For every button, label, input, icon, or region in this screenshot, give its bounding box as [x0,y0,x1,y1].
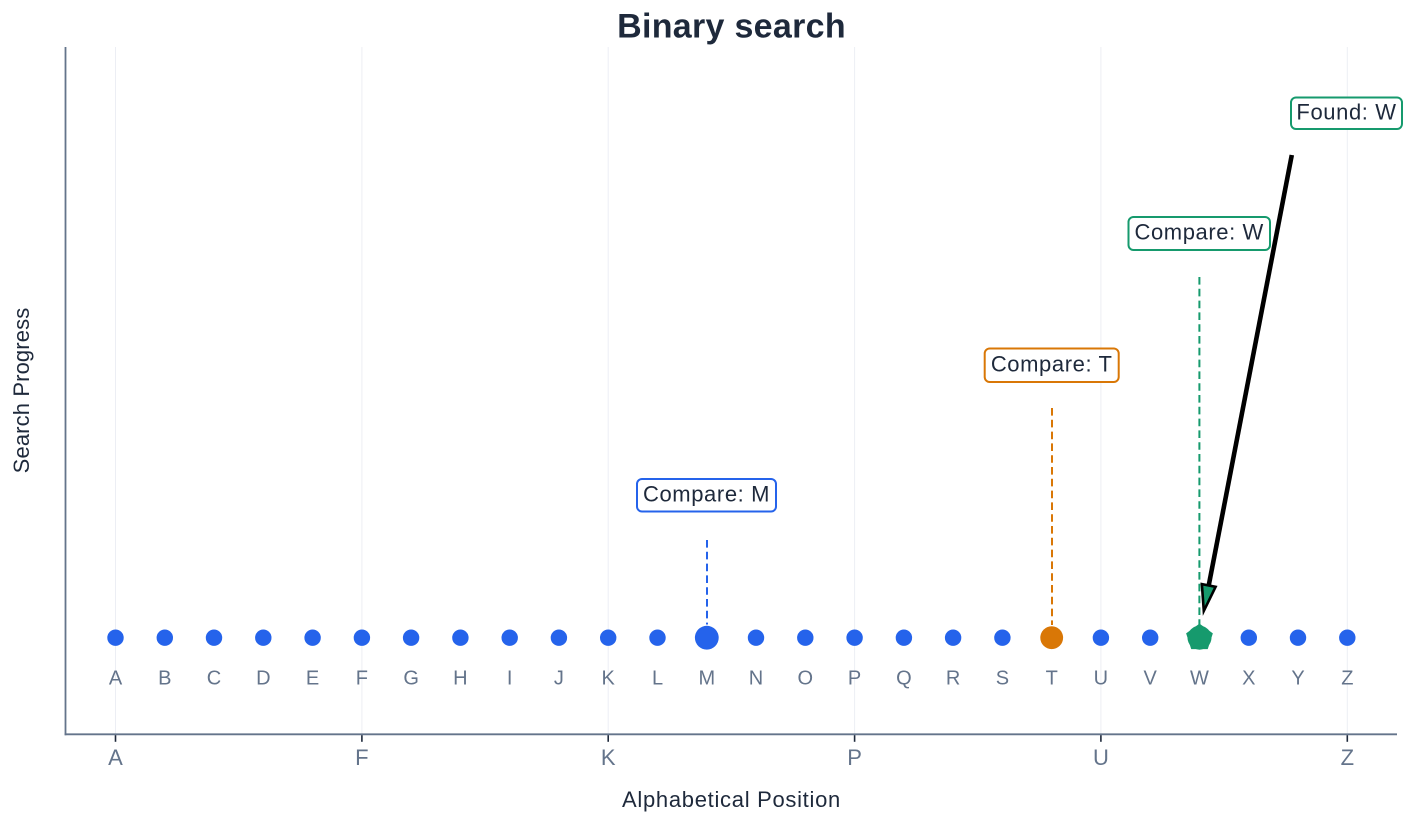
svg-text:Alphabetical Position: Alphabetical Position [622,787,841,812]
svg-text:A: A [109,668,123,690]
svg-text:Z: Z [1341,668,1353,690]
svg-text:H: H [453,668,467,690]
svg-text:F: F [356,668,368,690]
svg-text:C: C [207,668,221,690]
svg-text:Compare: T: Compare: T [991,351,1113,376]
svg-text:M: M [698,668,715,690]
svg-text:Found: W: Found: W [1296,99,1396,124]
svg-text:D: D [256,668,270,690]
svg-text:B: B [158,668,171,690]
svg-text:Z: Z [1341,745,1354,770]
svg-text:A: A [108,745,123,770]
svg-text:R: R [946,668,960,690]
svg-text:Search Progress: Search Progress [9,308,34,474]
svg-text:X: X [1242,668,1255,690]
svg-text:N: N [749,668,763,690]
svg-text:V: V [1144,668,1158,690]
svg-text:F: F [355,745,368,770]
svg-text:I: I [507,668,513,690]
svg-text:K: K [602,668,616,690]
svg-text:E: E [306,668,319,690]
svg-text:Y: Y [1291,668,1304,690]
svg-text:L: L [652,668,663,690]
svg-text:Q: Q [896,668,912,690]
svg-text:Compare: W: Compare: W [1134,220,1263,245]
svg-text:P: P [847,745,862,770]
svg-text:K: K [601,745,616,770]
svg-text:W: W [1190,668,1209,690]
svg-text:O: O [798,668,814,690]
svg-text:U: U [1094,668,1108,690]
svg-text:U: U [1093,745,1109,770]
svg-text:T: T [1046,668,1058,690]
svg-text:P: P [848,668,861,690]
svg-text:S: S [996,668,1009,690]
svg-text:Binary search: Binary search [617,8,846,46]
svg-text:J: J [554,668,564,690]
svg-text:G: G [403,668,419,690]
svg-text:Compare: M: Compare: M [643,481,770,506]
